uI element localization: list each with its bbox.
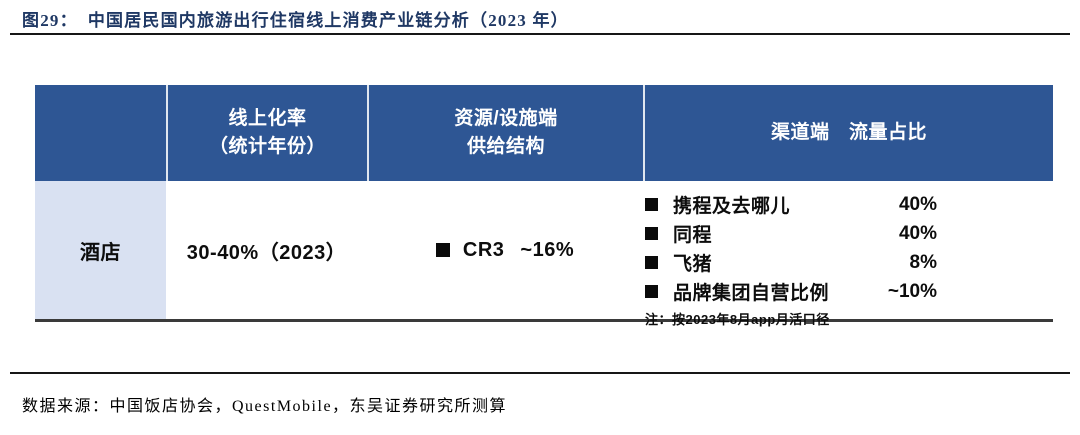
header-cell-supply: 资源/设施端 供给结构 (367, 85, 643, 181)
list-item: 携程及去哪儿 40% (645, 190, 937, 219)
channel-share-value: 40% (898, 193, 937, 215)
cell-category: 酒店 (35, 181, 166, 319)
top-divider-rule (10, 33, 1070, 35)
table-body-row: 酒店 30-40%（2023） CR3 ~16% 携程及去哪儿 40% (35, 181, 1053, 327)
header-cell-online-rate: 线上化率 （统计年份） (166, 85, 367, 181)
header-supply-line1: 资源/设施端 (454, 108, 558, 129)
channel-name: 飞猪 (673, 254, 713, 275)
cell-online-rate: 30-40%（2023） (166, 181, 367, 319)
square-bullet-icon (435, 243, 450, 257)
supply-structure-name: CR3 (462, 238, 505, 261)
table-header-row: 线上化率 （统计年份） 资源/设施端 供给结构 渠道端 流量占比 (35, 85, 1053, 181)
figure-number-label: 图29： (22, 11, 78, 30)
header-cell-channel: 渠道端 流量占比 (643, 85, 1053, 181)
figure-title-text: 中国居民国内旅游出行住宿线上消费产业链分析（2023 年） (87, 11, 569, 30)
online-rate-value: 30-40%（2023） (186, 241, 347, 264)
header-online-rate-line2: （统计年份） (208, 136, 326, 157)
header-channel-label: 渠道端 流量占比 (770, 122, 927, 143)
header-online-rate-line1: 线上化率 (228, 108, 307, 129)
header-cell-category (35, 85, 166, 181)
list-item: 品牌集团自营比例 ~10% (645, 277, 937, 306)
channel-name: 同程 (673, 225, 713, 246)
channel-share-value: 40% (898, 222, 937, 244)
channel-share-value: ~10% (887, 280, 937, 302)
square-bullet-icon (645, 227, 658, 240)
channel-share-value: 8% (909, 251, 937, 273)
supply-structure-value: ~16% (520, 238, 575, 261)
cell-channel-shares: 携程及去哪儿 40% 同程 40% 飞猪 8% (643, 181, 1053, 327)
square-bullet-icon (645, 256, 658, 269)
bottom-divider-rule (10, 372, 1070, 374)
industry-chain-table: 线上化率 （统计年份） 资源/设施端 供给结构 渠道端 流量占比 酒店 30-4… (35, 85, 1053, 327)
channel-share-list: 携程及去哪儿 40% 同程 40% 飞猪 8% (645, 190, 937, 306)
category-label: 酒店 (80, 241, 121, 264)
channel-name: 品牌集团自营比例 (673, 283, 830, 304)
figure-title: 图29： 中国居民国内旅游出行住宿线上消费产业链分析（2023 年） (22, 6, 569, 31)
data-source-line: 数据来源：中国饭店协会，QuestMobile，东吴证券研究所测算 (22, 398, 508, 415)
channel-note: 注：按2023年8月app月活口径 (645, 312, 830, 327)
cell-supply-structure: CR3 ~16% (367, 181, 643, 319)
supply-structure-entry: CR3 ~16% (435, 238, 575, 262)
square-bullet-icon (645, 285, 658, 298)
square-bullet-icon (645, 198, 658, 211)
header-supply-line2: 供给结构 (466, 136, 545, 157)
list-item: 同程 40% (645, 219, 937, 248)
channel-name: 携程及去哪儿 (673, 196, 791, 217)
list-item: 飞猪 8% (645, 248, 937, 277)
